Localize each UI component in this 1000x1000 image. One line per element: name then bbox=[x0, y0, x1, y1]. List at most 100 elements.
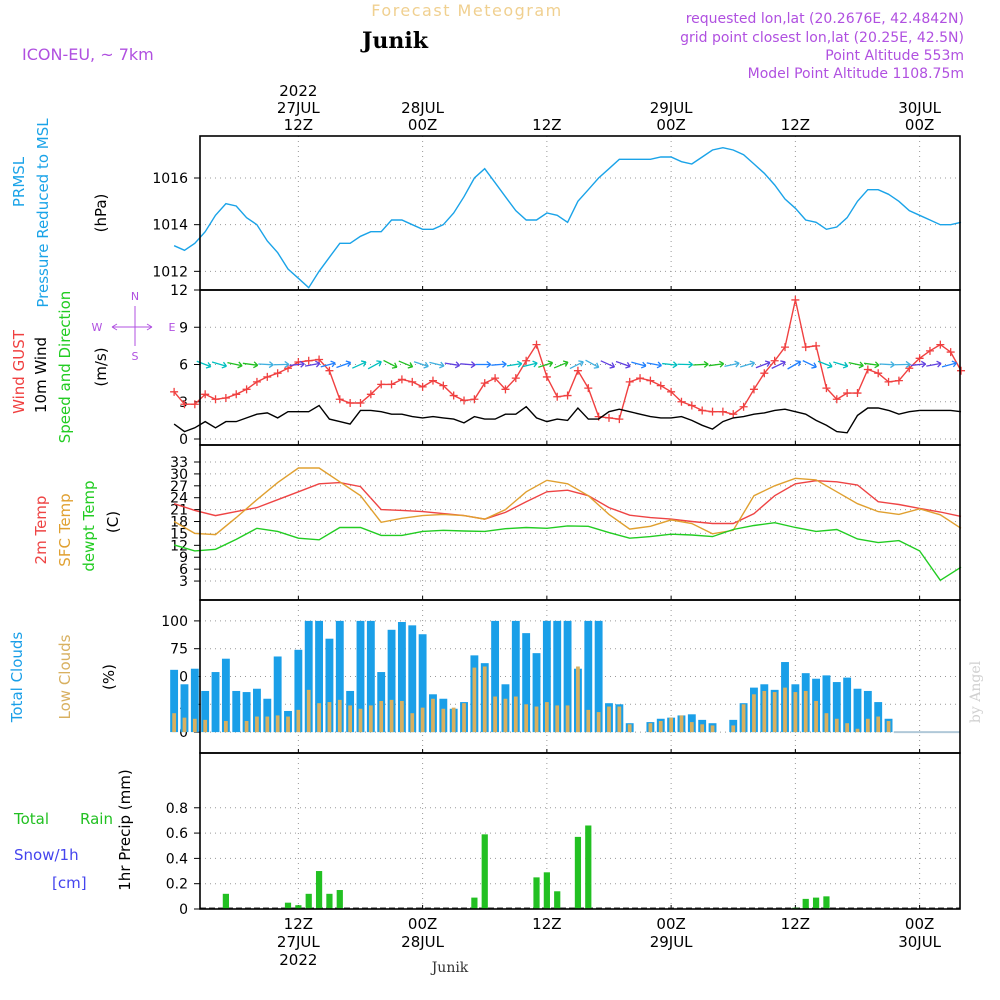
rain-bar bbox=[574, 836, 582, 909]
top-time-label: 2022 bbox=[279, 82, 317, 100]
wind-arrow bbox=[879, 361, 895, 369]
total-cloud-bar bbox=[366, 620, 375, 733]
wind-arrow-shaft bbox=[413, 361, 429, 367]
gust-marker bbox=[470, 395, 479, 404]
pressure-label-a: PRMSL bbox=[10, 156, 28, 207]
wind-arrow-head bbox=[890, 361, 895, 369]
wind-arrow bbox=[398, 360, 414, 369]
low-cloud-bar bbox=[752, 694, 756, 733]
low-cloud-bar bbox=[224, 720, 228, 733]
precip-label-cm: [cm] bbox=[52, 874, 87, 892]
low-cloud-bar bbox=[627, 724, 632, 733]
wind-arrow-shaft bbox=[910, 363, 926, 367]
panel-precip: 0 0.2 0.4 0.6 0.8 bbox=[166, 752, 961, 918]
gust-marker bbox=[884, 377, 893, 386]
gust-marker bbox=[604, 413, 613, 422]
low-cloud-bar bbox=[824, 713, 829, 733]
wind-arrow bbox=[802, 360, 817, 369]
bottom-time-label: 00Z bbox=[408, 915, 437, 933]
total-cloud-bar bbox=[253, 688, 261, 733]
top-time-label: 12Z bbox=[532, 116, 561, 134]
credit-watermark: by Angel bbox=[968, 660, 984, 723]
total-cloud-bar bbox=[356, 620, 365, 733]
wind-arrow-head bbox=[795, 360, 802, 367]
total-cloud-bar bbox=[180, 684, 189, 733]
series-10m-wind bbox=[173, 404, 962, 434]
rain-bar bbox=[222, 893, 229, 909]
wind-arrow-shaft bbox=[708, 363, 724, 367]
model-name: ICON-EU, ~ 7km bbox=[22, 45, 154, 64]
wind-arrow-shaft bbox=[460, 363, 476, 366]
total-cloud-bar bbox=[491, 620, 500, 733]
gust-marker bbox=[263, 372, 272, 381]
low-cloud-bar bbox=[555, 705, 560, 733]
low-cloud-bar bbox=[772, 692, 777, 733]
gust-marker bbox=[573, 366, 582, 375]
wind-label-c: Speed and Direction bbox=[56, 291, 74, 444]
gust-marker bbox=[356, 398, 365, 407]
y-tick-label: 6 bbox=[179, 358, 188, 374]
rain-bar bbox=[543, 872, 550, 909]
wind-arrow-head bbox=[656, 361, 662, 369]
wind-arrow-head bbox=[423, 361, 429, 369]
clouds-label-b: Low Clouds bbox=[56, 634, 74, 719]
gust-marker bbox=[822, 384, 831, 393]
total-cloud-bar bbox=[522, 633, 531, 733]
low-cloud-bar bbox=[244, 720, 249, 733]
rain-bar bbox=[305, 893, 312, 909]
wind-arrow bbox=[569, 360, 584, 370]
gust-marker bbox=[377, 380, 386, 389]
gust-marker bbox=[252, 377, 261, 386]
wind-arrow-shaft bbox=[833, 361, 848, 367]
wind-arrow-head bbox=[284, 360, 290, 368]
total-cloud-bar bbox=[325, 638, 334, 733]
gust-marker bbox=[677, 397, 686, 406]
y-tick-label: 0.6 bbox=[166, 826, 188, 842]
wind-arrow-shaft bbox=[211, 361, 227, 367]
wind-arrow-head bbox=[268, 361, 274, 369]
clouds-label-a: Total Clouds bbox=[8, 632, 26, 724]
wind-arrow-head bbox=[237, 361, 243, 369]
total-cloud-bar bbox=[418, 634, 427, 733]
wind-arrow bbox=[273, 360, 290, 368]
wind-arrow-shaft bbox=[787, 360, 801, 370]
bottom-time-label: 27JUL bbox=[277, 933, 320, 951]
gust-marker bbox=[418, 382, 427, 391]
wind-arrow-shaft bbox=[864, 362, 880, 366]
temp-label-b: SFC Temp bbox=[56, 493, 74, 566]
top-time-label: 12Z bbox=[284, 116, 313, 134]
total-cloud-bar bbox=[273, 656, 282, 733]
wind-arrow-shaft bbox=[429, 361, 445, 367]
wind-arrow-head bbox=[718, 360, 725, 368]
wind-arrow bbox=[475, 360, 492, 369]
gust-marker bbox=[346, 398, 355, 407]
y-tick-label: 3 bbox=[179, 574, 188, 590]
gust-marker bbox=[936, 340, 945, 349]
low-cloud-bar bbox=[255, 716, 259, 733]
top-time-label: 29JUL bbox=[650, 99, 693, 117]
temp-label-c: dewpt Temp bbox=[80, 480, 98, 571]
total-cloud-bar bbox=[387, 629, 396, 733]
rain-bar bbox=[336, 890, 343, 909]
wind-arrow-shaft bbox=[585, 359, 600, 368]
total-cloud-bar bbox=[242, 692, 251, 733]
wind-arrow bbox=[677, 361, 694, 369]
wind-label-a: Wind GUST bbox=[10, 329, 28, 414]
panel-frame bbox=[199, 135, 961, 291]
top-time-label: 27JUL bbox=[277, 99, 320, 117]
low-cloud-bar bbox=[845, 723, 850, 733]
total-cloud-bar bbox=[211, 672, 220, 733]
low-cloud-bar bbox=[710, 725, 715, 733]
wind-arrow-head bbox=[842, 361, 849, 369]
wind-arrow-head bbox=[827, 362, 833, 369]
low-cloud-bar bbox=[203, 719, 208, 733]
gust-marker bbox=[511, 374, 520, 383]
wind-arrow bbox=[429, 361, 445, 369]
low-cloud-bar bbox=[689, 722, 694, 733]
wind-arrow bbox=[662, 361, 678, 369]
bottom-time-label: 12Z bbox=[532, 915, 561, 933]
wind-arrow bbox=[413, 361, 429, 369]
low-cloud-bar bbox=[265, 716, 270, 733]
